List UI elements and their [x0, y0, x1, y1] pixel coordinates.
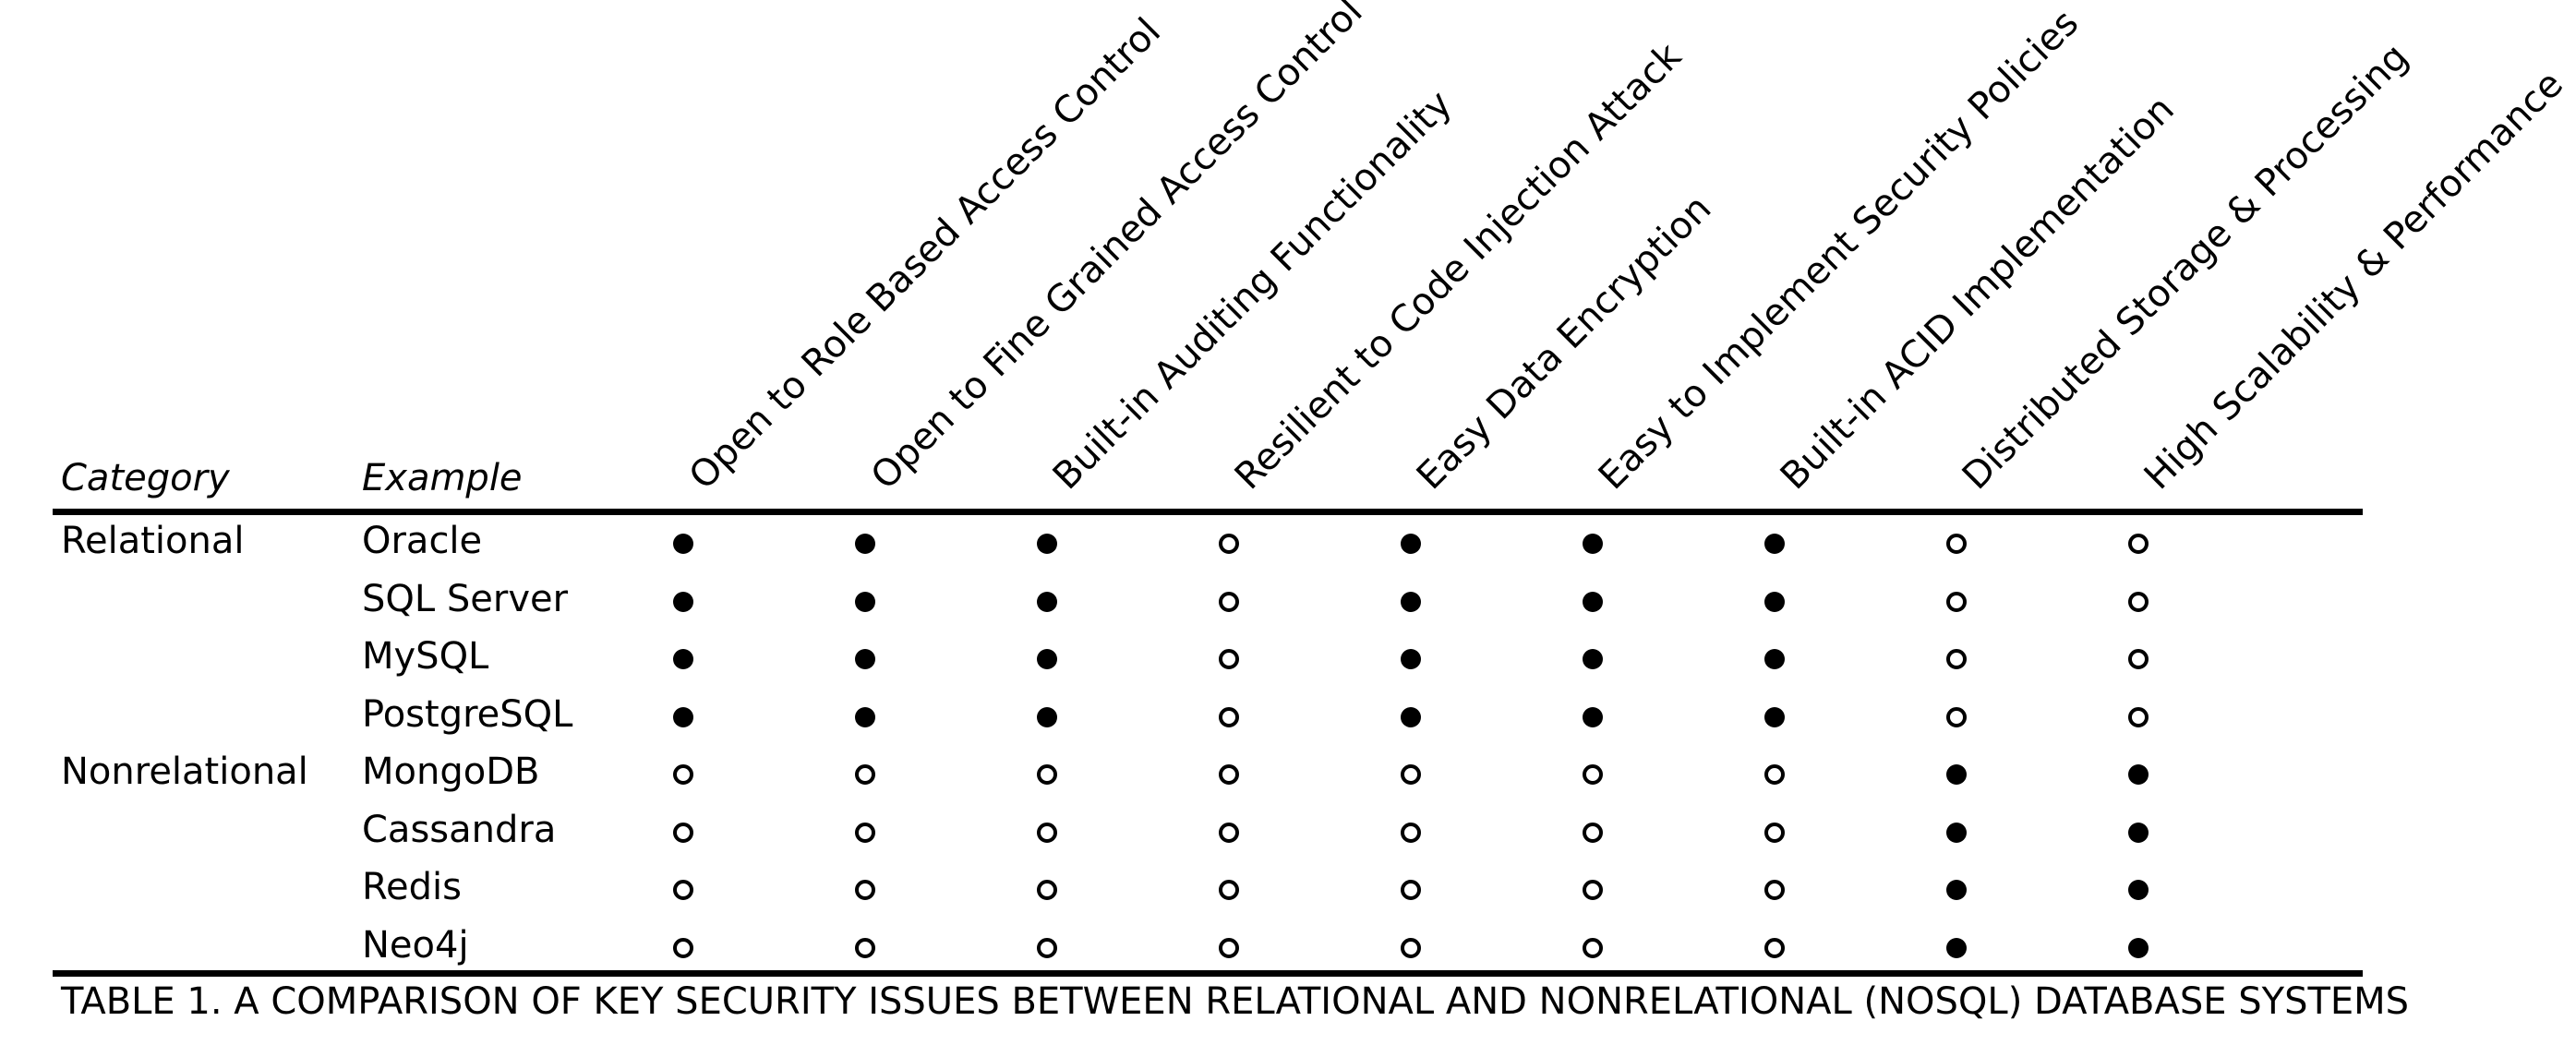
open-circle-icon	[1219, 591, 1239, 612]
bottom-rule	[53, 970, 2363, 977]
open-circle-icon	[855, 937, 875, 958]
filled-circle-icon	[1946, 764, 1967, 785]
open-circle-icon	[1219, 822, 1239, 843]
filled-circle-icon	[1401, 706, 1421, 727]
example-cell: SQL Server	[362, 577, 569, 620]
filled-circle-icon	[855, 706, 875, 727]
example-cell: Oracle	[362, 520, 483, 562]
filled-circle-icon	[2128, 822, 2149, 843]
example-cell: Redis	[362, 866, 462, 908]
filled-circle-icon	[2128, 880, 2149, 900]
filled-circle-icon	[1946, 880, 1967, 900]
open-circle-icon	[1946, 706, 1967, 727]
filled-circle-icon	[855, 649, 875, 669]
open-circle-icon	[2128, 649, 2149, 669]
filled-circle-icon	[1583, 534, 1603, 554]
open-circle-icon	[1764, 822, 1785, 843]
open-circle-icon	[1583, 937, 1603, 958]
open-circle-icon	[1037, 764, 1057, 785]
open-circle-icon	[1764, 764, 1785, 785]
open-circle-icon	[1037, 822, 1057, 843]
open-circle-icon	[2128, 534, 2149, 554]
open-circle-icon	[1764, 937, 1785, 958]
filled-circle-icon	[673, 534, 693, 554]
filled-circle-icon	[673, 706, 693, 727]
example-cell: Neo4j	[362, 923, 469, 967]
open-circle-icon	[1583, 764, 1603, 785]
filled-circle-icon	[1764, 649, 1785, 669]
open-circle-icon	[1219, 764, 1239, 785]
open-circle-icon	[855, 880, 875, 900]
filled-circle-icon	[1037, 706, 1057, 727]
open-circle-icon	[1401, 764, 1421, 785]
open-circle-icon	[1583, 822, 1603, 843]
filled-circle-icon	[1037, 534, 1057, 554]
example-cell: Cassandra	[362, 808, 557, 851]
open-circle-icon	[1401, 937, 1421, 958]
column-header-auditing: Built-in Auditing Functionality	[1044, 82, 1461, 498]
open-circle-icon	[673, 764, 693, 785]
open-circle-icon	[1401, 880, 1421, 900]
filled-circle-icon	[1401, 591, 1421, 612]
open-circle-icon	[2128, 706, 2149, 727]
table-caption: TABLE 1. A COMPARISON OF KEY SECURITY IS…	[61, 980, 2410, 1023]
example-cell: MongoDB	[362, 751, 540, 793]
filled-circle-icon	[2128, 937, 2149, 958]
filled-circle-icon	[1037, 649, 1057, 669]
filled-circle-icon	[1037, 591, 1057, 612]
filled-circle-icon	[1583, 649, 1603, 669]
open-circle-icon	[1764, 880, 1785, 900]
filled-circle-icon	[1583, 591, 1603, 612]
open-circle-icon	[1219, 649, 1239, 669]
open-circle-icon	[1219, 706, 1239, 727]
filled-circle-icon	[855, 591, 875, 612]
open-circle-icon	[1583, 880, 1603, 900]
open-circle-icon	[673, 822, 693, 843]
open-circle-icon	[1219, 534, 1239, 554]
example-cell: PostgreSQL	[362, 692, 573, 736]
open-circle-icon	[1946, 649, 1967, 669]
filled-circle-icon	[673, 591, 693, 612]
filled-circle-icon	[1764, 706, 1785, 727]
open-circle-icon	[1946, 591, 1967, 612]
open-circle-icon	[1946, 534, 1967, 554]
open-circle-icon	[1401, 822, 1421, 843]
open-circle-icon	[1219, 937, 1239, 958]
column-header-data-encryption: Easy Data Encryption	[1408, 186, 1720, 498]
filled-circle-icon	[1764, 591, 1785, 612]
category-cell: Relational	[61, 520, 245, 562]
open-circle-icon	[673, 880, 693, 900]
example-column-header: Example	[362, 457, 523, 499]
filled-circle-icon	[1401, 534, 1421, 554]
category-column-header: Category	[61, 457, 230, 499]
filled-circle-icon	[1583, 706, 1603, 727]
open-circle-icon	[673, 937, 693, 958]
filled-circle-icon	[1401, 649, 1421, 669]
open-circle-icon	[855, 764, 875, 785]
open-circle-icon	[855, 822, 875, 843]
open-circle-icon	[1037, 880, 1057, 900]
category-cell: Nonrelational	[61, 751, 308, 793]
filled-circle-icon	[1946, 937, 1967, 958]
example-cell: MySQL	[362, 635, 489, 678]
header-rule	[53, 509, 2363, 515]
open-circle-icon	[1037, 937, 1057, 958]
filled-circle-icon	[2128, 764, 2149, 785]
filled-circle-icon	[855, 534, 875, 554]
column-header-acid: Built-in ACID Implementation	[1772, 88, 2183, 498]
filled-circle-icon	[673, 649, 693, 669]
open-circle-icon	[1219, 880, 1239, 900]
open-circle-icon	[2128, 591, 2149, 612]
filled-circle-icon	[1946, 822, 1967, 843]
filled-circle-icon	[1764, 534, 1785, 554]
